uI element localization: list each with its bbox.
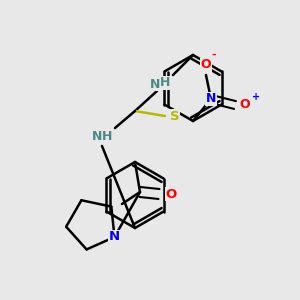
Text: +: + [252, 92, 260, 102]
Text: H: H [102, 130, 112, 142]
Text: N: N [92, 130, 102, 143]
Text: N: N [109, 230, 120, 244]
Text: -: - [211, 50, 216, 60]
Text: N: N [150, 77, 160, 91]
Text: S: S [170, 110, 180, 122]
Text: O: O [201, 58, 211, 71]
Text: H: H [160, 76, 170, 89]
Text: O: O [240, 98, 250, 112]
Text: N: N [206, 92, 216, 106]
Text: O: O [165, 188, 177, 200]
